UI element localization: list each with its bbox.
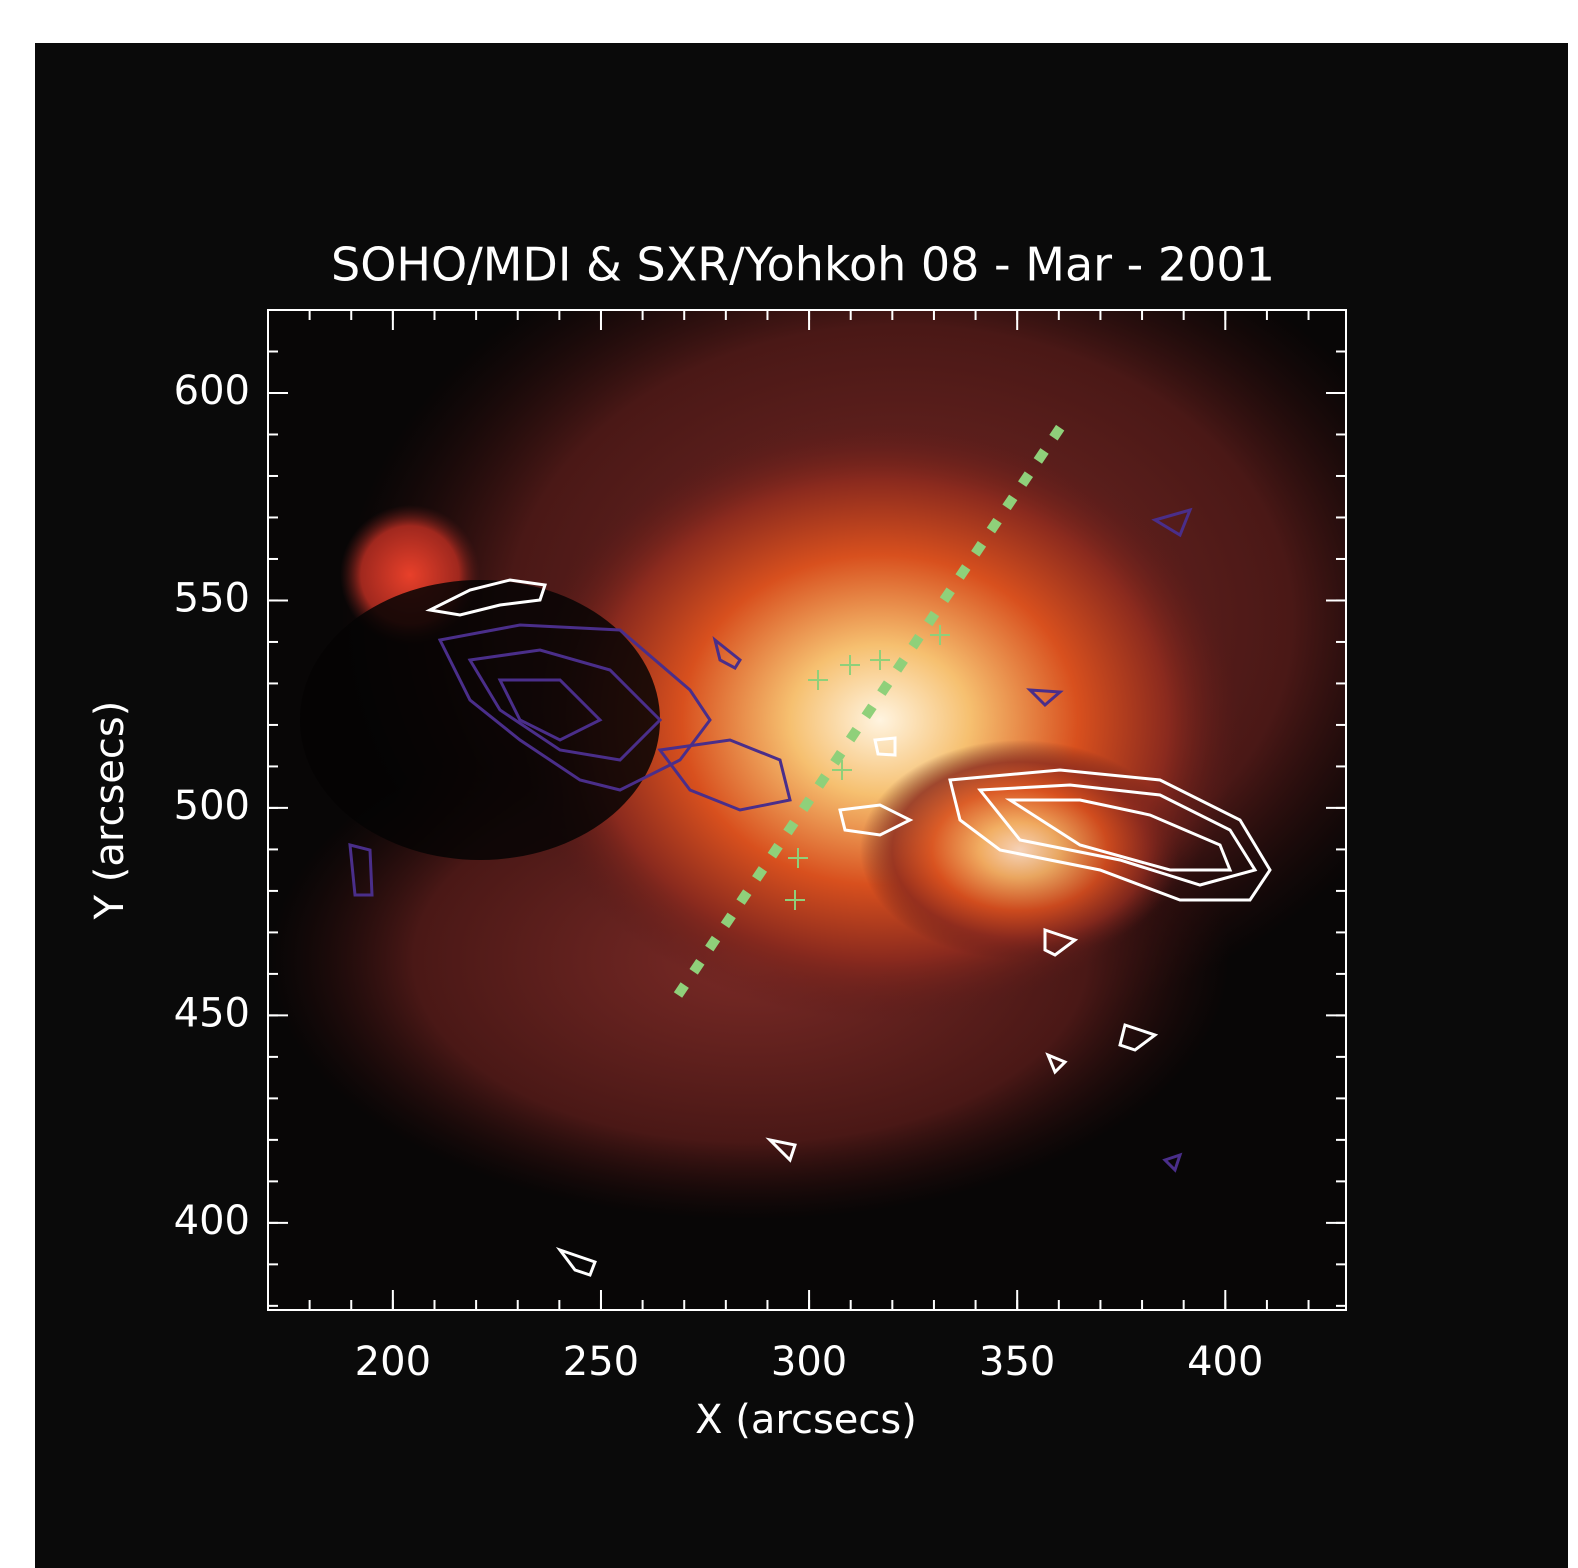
y-tick-label: 600 (174, 368, 250, 414)
figure: SOHO/MDI & SXR/Yohkoh 08 - Mar - 2001 X … (0, 0, 1578, 1568)
x-tick-label: 400 (1187, 1339, 1263, 1385)
solar-image (268, 200, 1460, 1310)
x-tick-label: 350 (979, 1339, 1055, 1385)
chart-title: SOHO/MDI & SXR/Yohkoh 08 - Mar - 2001 (331, 238, 1275, 292)
x-tick-label: 250 (563, 1339, 639, 1385)
x-tick-label: 200 (355, 1339, 431, 1385)
y-tick-label: 400 (174, 1198, 250, 1244)
y-axis-label: Y (arcsecs) (87, 701, 133, 921)
x-axis-label: X (arcsecs) (695, 1397, 917, 1443)
y-tick-label: 550 (174, 575, 250, 621)
x-tick-label: 300 (771, 1339, 847, 1385)
y-tick-label: 500 (174, 783, 250, 829)
y-tick-label: 450 (174, 990, 250, 1036)
